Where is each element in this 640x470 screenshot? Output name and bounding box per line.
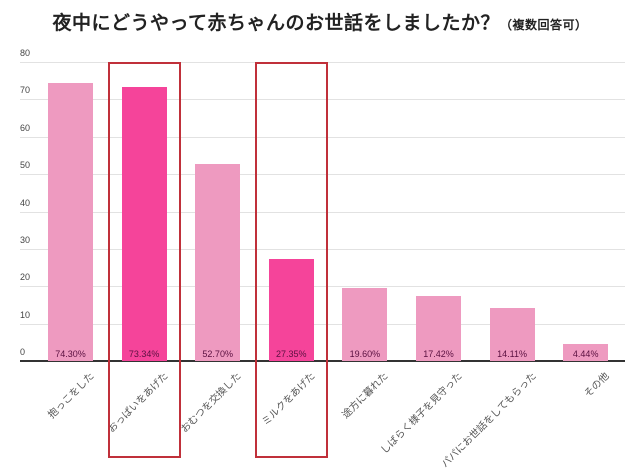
x-tick-label: 抱っこをした <box>46 370 97 422</box>
y-tick-label: 10 <box>20 309 31 320</box>
bar: 73.34% <box>121 86 167 361</box>
bar-value-label: 4.44% <box>572 348 599 359</box>
gridline <box>20 136 625 138</box>
bar-value-label: 52.70% <box>202 348 233 359</box>
y-tick-label: 20 <box>20 272 31 283</box>
bar: 52.70% <box>195 164 241 361</box>
x-axis <box>20 360 625 362</box>
bar: 27.35% <box>268 258 314 361</box>
bar-value-label: 74.30% <box>55 348 86 359</box>
bar: 19.60% <box>342 287 388 361</box>
bar: 17.42% <box>416 295 461 361</box>
y-tick-label: 0 <box>20 347 26 357</box>
bar-value-label: 19.60% <box>349 348 381 359</box>
highlight-box <box>107 62 181 458</box>
gridline <box>20 99 625 101</box>
bar: 74.30% <box>48 83 93 361</box>
bar: 14.11% <box>489 308 535 361</box>
gridline <box>20 323 625 325</box>
highlight-box <box>254 62 328 458</box>
bar-value-label: 73.34% <box>128 348 160 359</box>
chart-title-sub: （複数回答可） <box>500 18 588 32</box>
gridline <box>20 211 625 213</box>
gridline <box>20 286 625 288</box>
y-tick-label: 80 <box>20 48 31 58</box>
gridline <box>20 174 625 176</box>
bar-value-label: 27.35% <box>276 348 307 359</box>
gridline <box>20 248 625 250</box>
bar-value-label: 17.42% <box>423 348 454 359</box>
bar-value-label: 14.11% <box>497 348 528 359</box>
x-tick-label: その他 <box>582 370 612 400</box>
chart-title: 夜中にどうやって赤ちゃんのお世話をしましたか？（複数回答可） <box>0 8 640 35</box>
x-tick-label: 途方に暮れた <box>340 370 391 422</box>
x-tick-label: おむつを交換した <box>179 370 244 436</box>
y-tick-label: 50 <box>20 160 31 171</box>
y-tick-label: 60 <box>20 122 31 133</box>
y-tick-label: 70 <box>20 85 31 96</box>
y-tick-label: 30 <box>20 234 31 245</box>
y-tick-label: 40 <box>20 197 31 208</box>
chart-title-main: 夜中にどうやって赤ちゃんのお世話をしましたか？ <box>52 12 501 34</box>
bar: 4.44% <box>563 344 609 361</box>
